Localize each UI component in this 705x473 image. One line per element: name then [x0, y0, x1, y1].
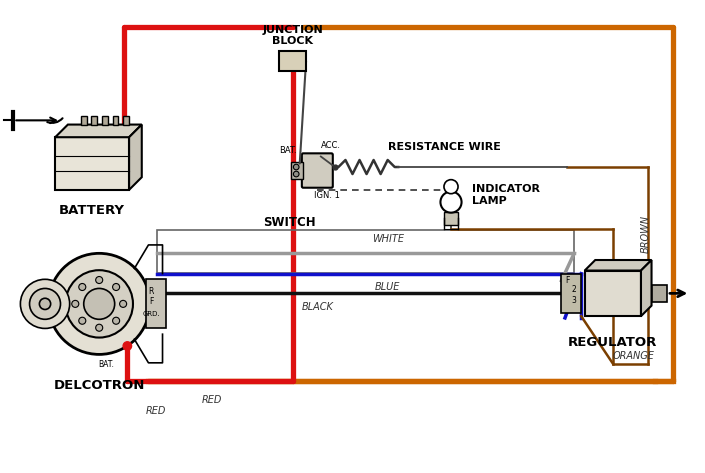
Bar: [113, 116, 118, 124]
Text: GRD.: GRD.: [142, 311, 160, 317]
Circle shape: [120, 300, 127, 307]
Text: F: F: [149, 297, 154, 306]
Text: RED: RED: [202, 395, 222, 405]
Bar: [157, 230, 574, 273]
Text: BATTERY: BATTERY: [59, 204, 125, 217]
Bar: [290, 162, 303, 179]
Circle shape: [39, 298, 51, 309]
Bar: [92, 116, 97, 124]
Circle shape: [293, 164, 299, 170]
Circle shape: [96, 324, 103, 331]
Circle shape: [444, 180, 458, 193]
FancyBboxPatch shape: [302, 153, 333, 188]
Circle shape: [20, 280, 70, 328]
Circle shape: [79, 317, 86, 324]
Bar: [444, 212, 458, 225]
Text: 3: 3: [572, 296, 577, 305]
Text: RESISTANCE WIRE: RESISTANCE WIRE: [388, 141, 501, 151]
Circle shape: [84, 289, 115, 319]
Text: SWITCH: SWITCH: [263, 216, 316, 229]
Text: INDICATOR
LAMP: INDICATOR LAMP: [472, 184, 540, 206]
Text: WHITE: WHITE: [372, 234, 404, 244]
Bar: [102, 116, 108, 124]
Circle shape: [66, 270, 133, 338]
Text: BAT.: BAT.: [98, 360, 114, 369]
Text: ACC.: ACC.: [321, 141, 341, 150]
Bar: [147, 280, 166, 328]
Circle shape: [113, 317, 120, 324]
Text: RED: RED: [145, 406, 166, 416]
Circle shape: [441, 192, 462, 213]
Text: F: F: [565, 276, 570, 285]
Text: IGN. 1: IGN. 1: [314, 191, 340, 200]
Text: R: R: [149, 287, 154, 296]
Circle shape: [72, 300, 79, 307]
Bar: [81, 116, 87, 124]
Text: BAT.: BAT.: [279, 146, 297, 155]
Bar: [55, 137, 129, 190]
Circle shape: [113, 283, 120, 290]
Bar: [279, 51, 306, 71]
Text: DELCOTRON: DELCOTRON: [54, 379, 145, 392]
Polygon shape: [584, 260, 651, 271]
Text: BLACK: BLACK: [301, 302, 333, 312]
Text: BLUE: BLUE: [375, 282, 400, 292]
Text: ORANGE: ORANGE: [613, 351, 655, 361]
Bar: [651, 285, 667, 302]
Polygon shape: [641, 260, 651, 316]
Circle shape: [293, 171, 299, 177]
Circle shape: [30, 289, 61, 319]
Bar: [123, 116, 129, 124]
Text: JUNCTION
BLOCK: JUNCTION BLOCK: [262, 25, 323, 46]
Circle shape: [79, 283, 86, 290]
Text: 2: 2: [572, 285, 577, 294]
Polygon shape: [55, 124, 142, 137]
Text: BROWN: BROWN: [641, 215, 651, 253]
Circle shape: [49, 254, 150, 354]
Circle shape: [123, 342, 132, 350]
Bar: [584, 271, 641, 316]
Bar: [561, 274, 581, 313]
Polygon shape: [129, 124, 142, 190]
Circle shape: [96, 277, 103, 283]
Text: REGULATOR: REGULATOR: [568, 336, 658, 349]
